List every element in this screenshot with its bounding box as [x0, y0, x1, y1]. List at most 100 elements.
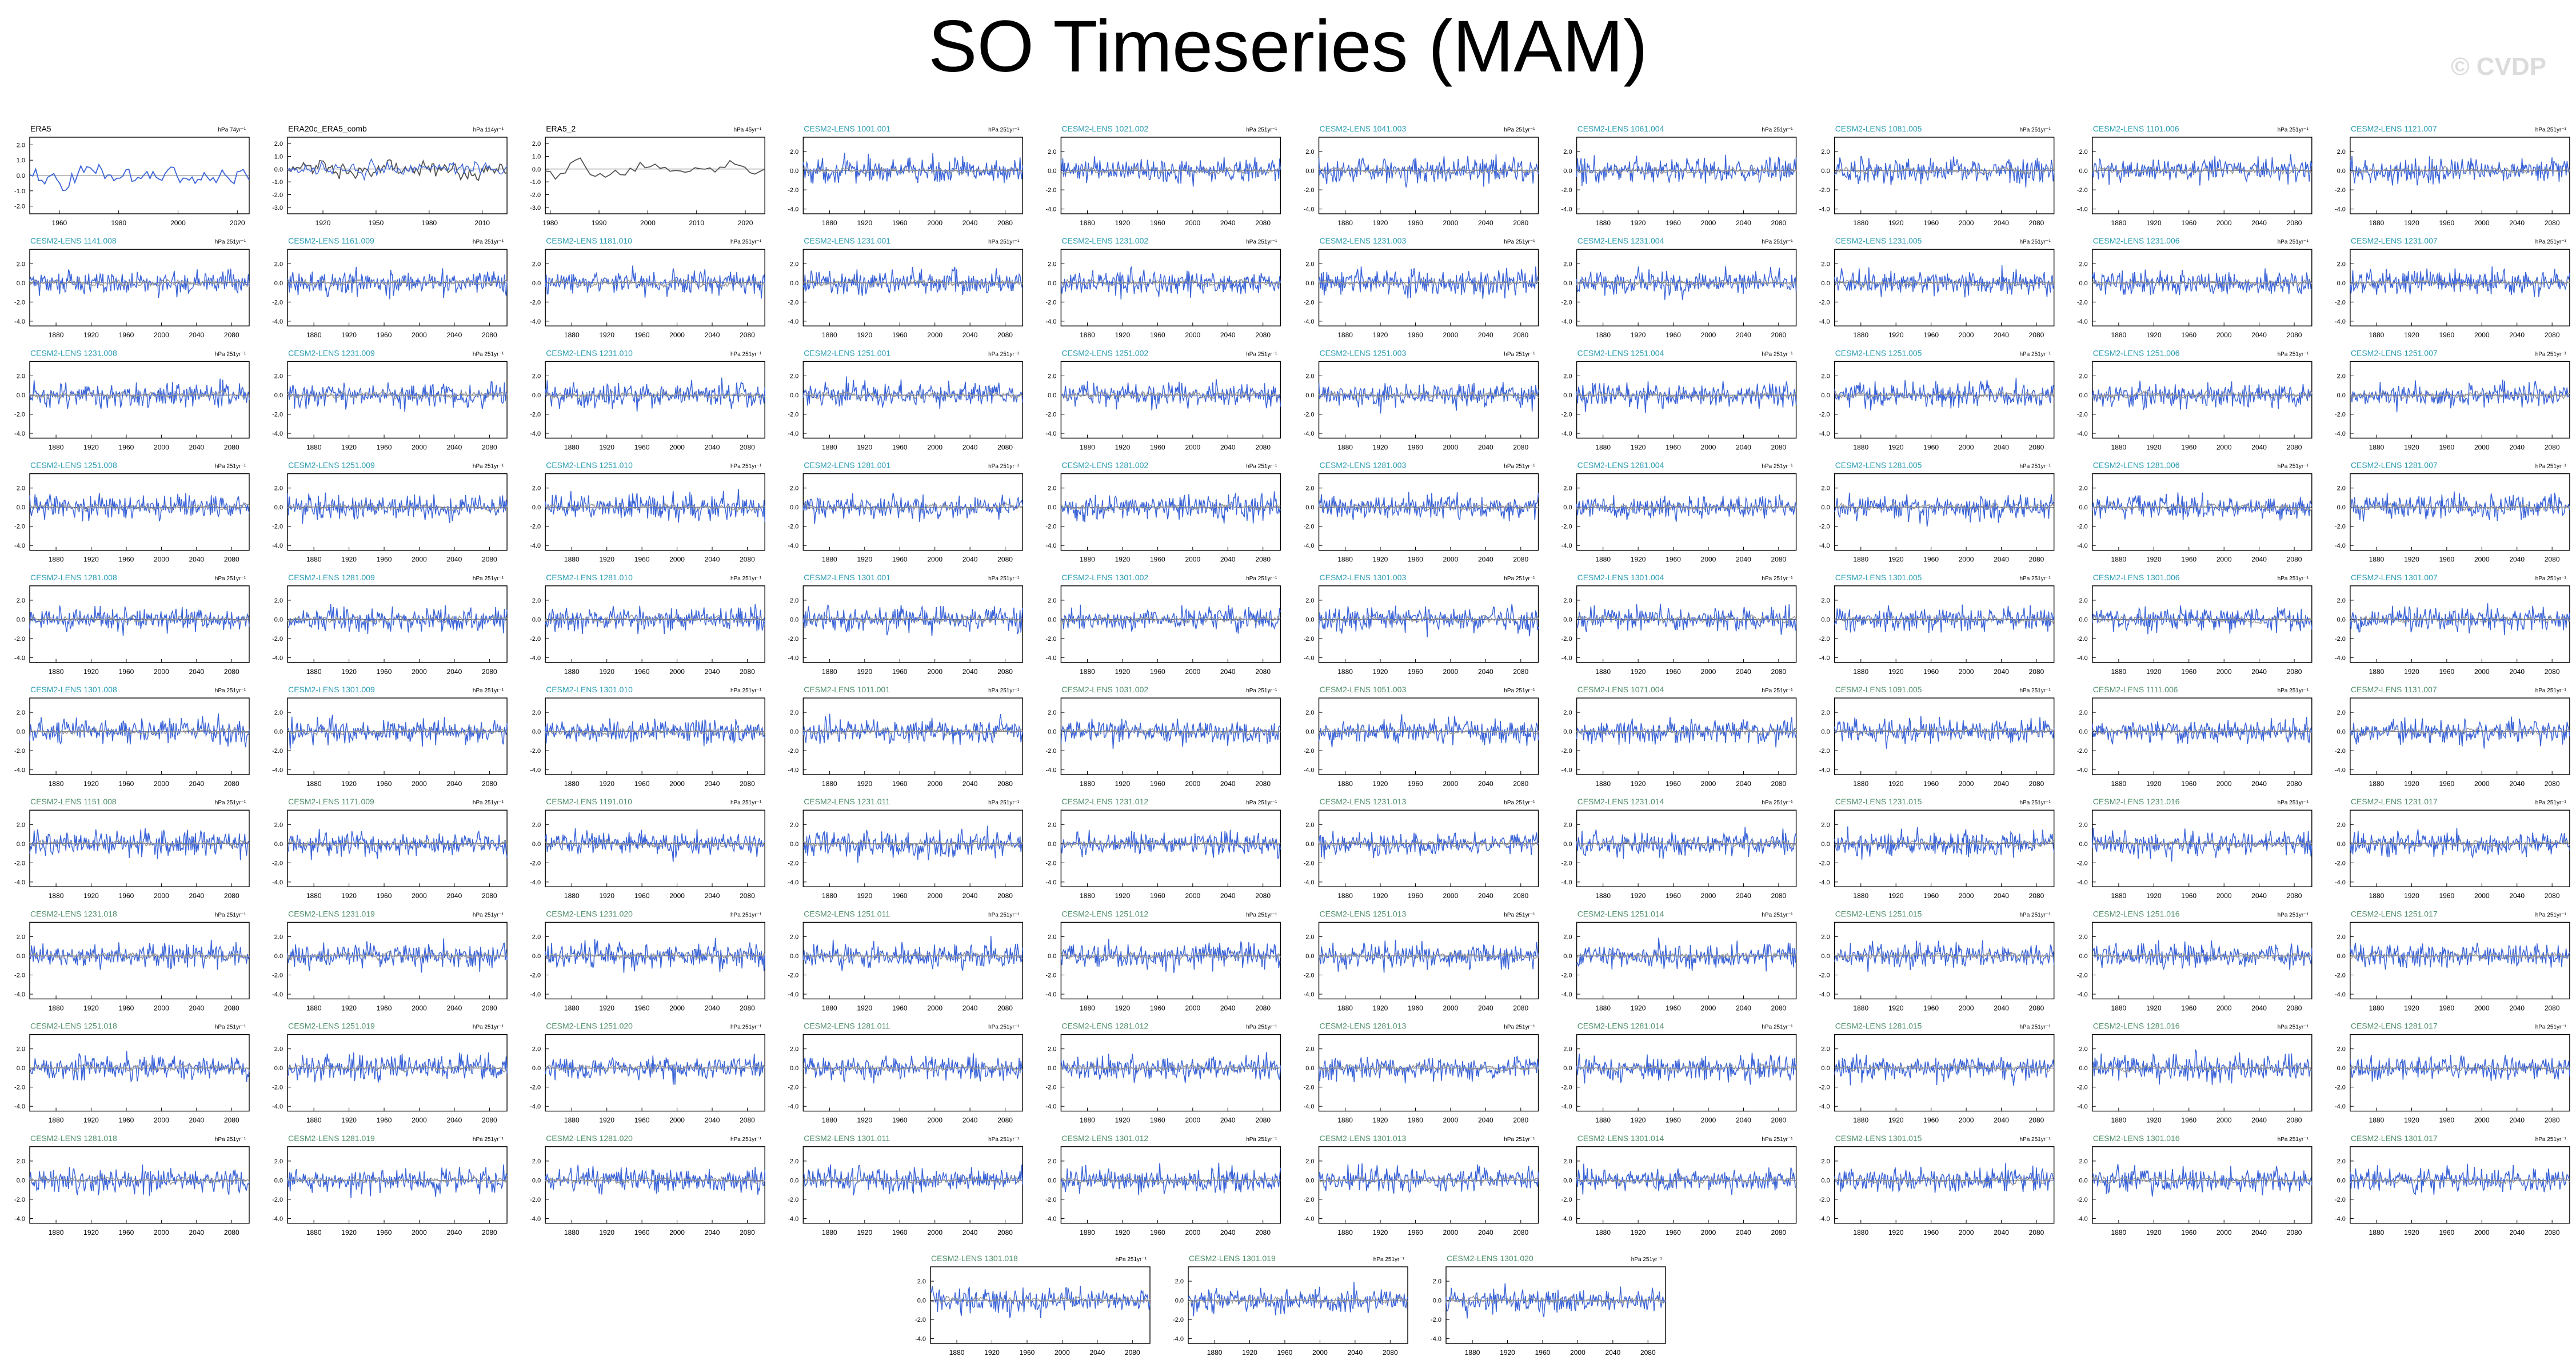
panel-title: CESM2-LENS 1231.017	[2351, 797, 2438, 806]
y-tick-label: -1.0	[272, 179, 283, 186]
timeseries-panel: CESM2-LENS 1301.015 hPa 251yr⁻¹2.00.0-2.0…	[1819, 1134, 2055, 1237]
x-tick-label: 1920	[1373, 1116, 1388, 1124]
x-tick-label: 1920	[1631, 331, 1646, 339]
y-tick-label: -4.0	[2077, 991, 2088, 998]
y-tick-label: 2.0	[532, 821, 541, 828]
panel-frame	[1060, 473, 1281, 551]
y-tick-label: -2.0	[530, 636, 541, 643]
x-tick-label: 1920	[599, 331, 614, 339]
x-tick-label: 1880	[1080, 780, 1095, 788]
x-tick-label: 1920	[857, 443, 872, 451]
y-tick-label: -2.0	[272, 299, 283, 306]
panel-frame	[287, 697, 508, 775]
x-tick-label: 1880	[1853, 780, 1868, 788]
x-tick-label: 2020	[230, 219, 245, 227]
x-tick-label: 1880	[1853, 1229, 1868, 1237]
x-tick-label: 2040	[2509, 892, 2525, 900]
x-tick-label: 1880	[1337, 1004, 1353, 1012]
panel-frame	[2350, 473, 2570, 551]
timeseries-panel: CESM2-LENS 1281.014 hPa 251yr⁻¹2.00.0-2.0…	[1561, 1022, 1797, 1124]
x-tick-label: 1880	[1595, 892, 1611, 900]
member-series-line	[1576, 154, 1797, 186]
y-tick-label: 0.0	[2079, 504, 2088, 511]
y-tick-label: 0.0	[532, 616, 541, 623]
panel-units: hPa 251yr⁻¹	[1116, 1257, 1147, 1263]
x-tick-label: 1880	[49, 331, 64, 339]
timeseries-panel: CESM2-LENS 1231.012 hPa 251yr⁻¹2.00.0-2.0…	[1045, 797, 1281, 900]
x-tick-label: 2080	[1255, 668, 1271, 676]
y-tick-label: -4.0	[788, 767, 798, 774]
y-tick-label: 0.0	[532, 953, 541, 960]
x-tick-label: 2080	[1771, 1229, 1787, 1237]
y-tick-label: -2.0	[1561, 1197, 1572, 1203]
timeseries-panel: CESM2-LENS 1131.007 hPa 251yr⁻¹2.00.0-2.0…	[2335, 685, 2570, 788]
panel-title: CESM2-LENS 1231.010	[546, 348, 633, 357]
y-tick-label: 2.0	[1821, 934, 1830, 941]
x-tick-label: 2080	[1771, 556, 1787, 564]
y-tick-label: -2.0	[1819, 299, 1830, 306]
y-tick-label: -4.0	[1304, 991, 1315, 998]
member-series-line	[1834, 826, 2055, 860]
panel-units: hPa 251yr⁻¹	[1246, 1024, 1277, 1031]
member-series-line	[1834, 940, 2055, 972]
x-tick-label: 2000	[2474, 556, 2490, 564]
panel-units: hPa 251yr⁻¹	[730, 1136, 762, 1143]
y-tick-label: -4.0	[272, 879, 283, 886]
x-tick-label: 1960	[1150, 780, 1165, 788]
panel-units: hPa 251yr⁻¹	[2019, 464, 2051, 470]
x-tick-label: 2080	[1513, 1004, 1528, 1012]
panel-units: hPa 251yr⁻¹	[1762, 127, 1793, 133]
x-tick-label: 2000	[1185, 331, 1200, 339]
y-tick-label: 0.0	[274, 953, 283, 960]
y-tick-label: 2.0	[2337, 597, 2346, 604]
y-tick-label: -4.0	[1561, 430, 1572, 437]
member-series-line	[1834, 155, 2055, 188]
x-tick-label: 2040	[2509, 443, 2525, 451]
timeseries-panel: ERA20c_ERA5_comb hPa 114yr⁻¹2.01.00.0-1.0…	[272, 124, 508, 227]
x-tick-label: 2000	[669, 556, 685, 564]
member-series-line	[1318, 939, 1539, 973]
x-tick-label: 2000	[1443, 219, 1459, 227]
x-tick-label: 1880	[1080, 443, 1095, 451]
x-tick-label: 1920	[1115, 668, 1131, 676]
y-tick-label: -2.0	[530, 299, 541, 306]
x-tick-label: 2000	[1959, 1116, 1974, 1124]
y-tick-label: 0.0	[790, 504, 798, 511]
x-tick-label: 2080	[740, 556, 755, 564]
ensemble-mean-line	[1834, 616, 2055, 625]
timeseries-panel: CESM2-LENS 1251.004 hPa 251yr⁻¹2.00.0-2.0…	[1561, 348, 1797, 451]
panel-units: hPa 251yr⁻¹	[1504, 351, 1535, 357]
x-tick-label: 1960	[1277, 1349, 1293, 1357]
x-tick-label: 1920	[599, 780, 614, 788]
x-tick-label: 2000	[1185, 892, 1200, 900]
x-tick-label: 2040	[962, 1116, 978, 1124]
y-tick-label: -4.0	[530, 991, 541, 998]
x-tick-label: 2080	[2287, 556, 2302, 564]
x-tick-label: 1920	[2404, 219, 2419, 227]
x-tick-label: 1920	[83, 892, 99, 900]
panel-units: hPa 251yr⁻¹	[1762, 351, 1793, 357]
y-tick-label: -2.0	[530, 1084, 541, 1091]
x-tick-label: 1880	[1853, 668, 1868, 676]
panel-units: hPa 251yr⁻¹	[2019, 800, 2051, 806]
panel-title: CESM2-LENS 1001.001	[804, 124, 890, 133]
y-tick-label: -2.0	[1045, 524, 1056, 531]
panel-title: CESM2-LENS 1231.007	[2351, 236, 2438, 245]
x-tick-label: 2080	[224, 780, 239, 788]
member-series-line	[2092, 827, 2313, 862]
panel-units: hPa 251yr⁻¹	[1504, 1024, 1535, 1031]
x-tick-label: 2000	[2216, 1116, 2232, 1124]
x-tick-label: 1880	[564, 780, 580, 788]
y-tick-label: 2.0	[1563, 485, 1572, 492]
y-tick-label: 2.0	[1563, 149, 1572, 155]
x-tick-label: 2080	[1255, 892, 1271, 900]
y-tick-label: -4.0	[2077, 1215, 2088, 1222]
member-series-line	[545, 1164, 765, 1195]
x-tick-label: 1920	[1888, 556, 1904, 564]
y-tick-label: -2.0	[1819, 1197, 1830, 1203]
y-tick-label: -2.0	[1045, 1084, 1056, 1091]
y-tick-label: 2.0	[1305, 373, 1314, 380]
member-series-line	[1318, 714, 1539, 748]
y-tick-label: 0.0	[1048, 616, 1056, 623]
timeseries-panel: CESM2-LENS 1301.009 hPa 251yr⁻¹2.00.0-2.0…	[272, 685, 508, 788]
